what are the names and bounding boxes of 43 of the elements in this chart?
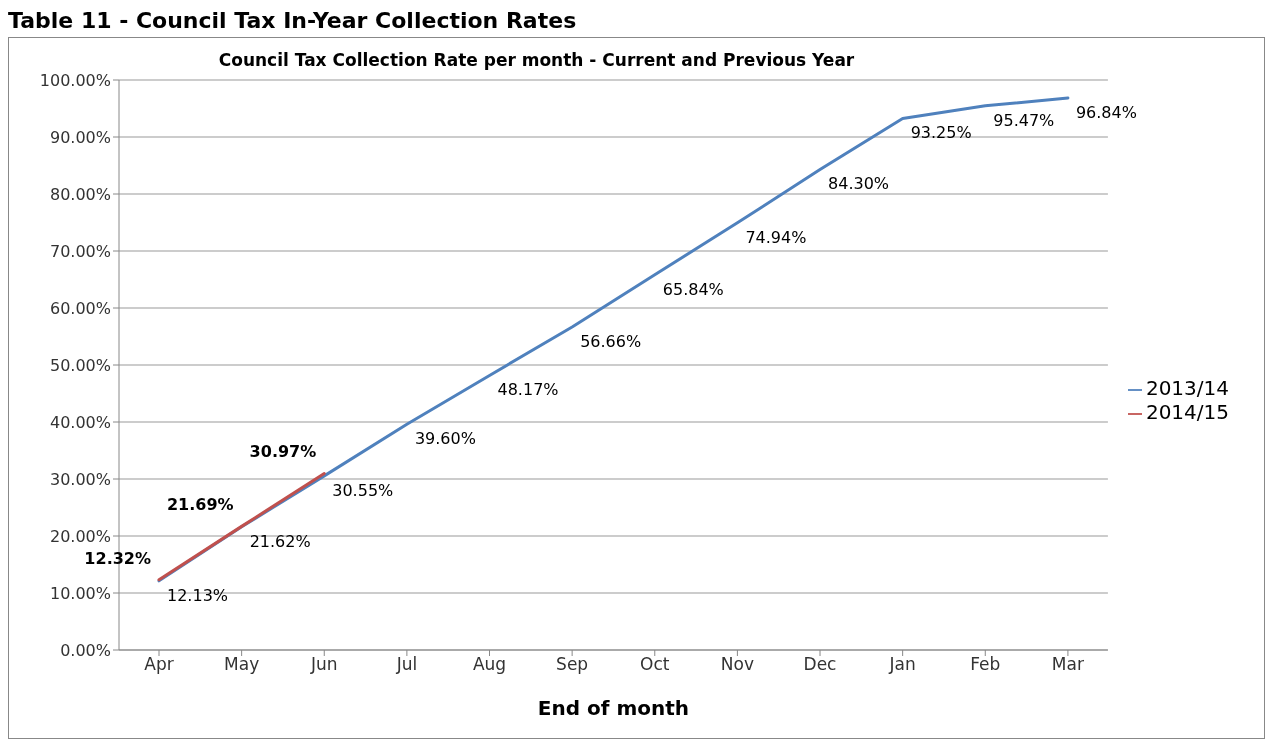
data-label: 21.62%	[249, 531, 311, 551]
x-tick-label: Mar	[1051, 654, 1084, 675]
caption: Table 11 - Council Tax In-Year Collection Rates	[8, 8, 578, 33]
data-label: 39.60%	[414, 429, 476, 449]
x-axis-title: End of month	[537, 696, 690, 720]
data-label: 65.84%	[662, 279, 724, 299]
y-tick-label: 0.00%	[60, 640, 111, 660]
data-label: 95.47%	[993, 110, 1055, 130]
data-label: 12.13%	[167, 585, 229, 605]
x-tick-label: May	[224, 654, 260, 675]
data-label: 93.25%	[910, 123, 972, 143]
data-label: 56.66%	[580, 332, 642, 352]
y-tick-label: 10.00%	[49, 583, 111, 603]
data-label: 84.30%	[828, 174, 890, 194]
y-tick-label: 90.00%	[49, 127, 111, 147]
x-tick-label: Jun	[309, 654, 338, 675]
data-label: 48.17%	[497, 380, 559, 400]
x-tick-label: Feb	[970, 654, 1001, 675]
y-tick-label: 70.00%	[49, 241, 111, 261]
x-tick-label: Jul	[395, 654, 418, 675]
data-label: 12.32%	[84, 548, 151, 568]
data-label: 30.55%	[332, 480, 394, 500]
data-label: 21.69%	[166, 495, 234, 515]
y-tick-label: 50.00%	[49, 355, 111, 375]
y-tick-label: 60.00%	[49, 298, 111, 318]
x-tick-label: Jan	[888, 654, 916, 675]
x-tick-label: Dec	[803, 654, 837, 675]
data-label: 74.94%	[745, 227, 807, 247]
chart-title: Council Tax Collection Rate per month - Current and Previous Year	[217, 50, 856, 70]
x-tick-label: Oct	[640, 654, 670, 675]
x-tick-label: Sep	[556, 654, 589, 675]
y-tick-label: 80.00%	[49, 184, 111, 204]
data-label: 30.97%	[249, 442, 317, 462]
y-tick-label: 20.00%	[49, 526, 111, 546]
y-tick-label: 100.00%	[39, 70, 111, 90]
legend-label: 2013/14	[1145, 376, 1229, 400]
x-tick-label: Aug	[472, 654, 507, 675]
x-tick-label: Nov	[720, 654, 754, 675]
data-label: 96.84%	[1075, 103, 1137, 123]
x-tick-label: Apr	[144, 654, 174, 675]
legend-label: 2014/15	[1145, 400, 1229, 424]
y-tick-label: 40.00%	[49, 412, 111, 432]
y-tick-label: 30.00%	[49, 469, 111, 489]
